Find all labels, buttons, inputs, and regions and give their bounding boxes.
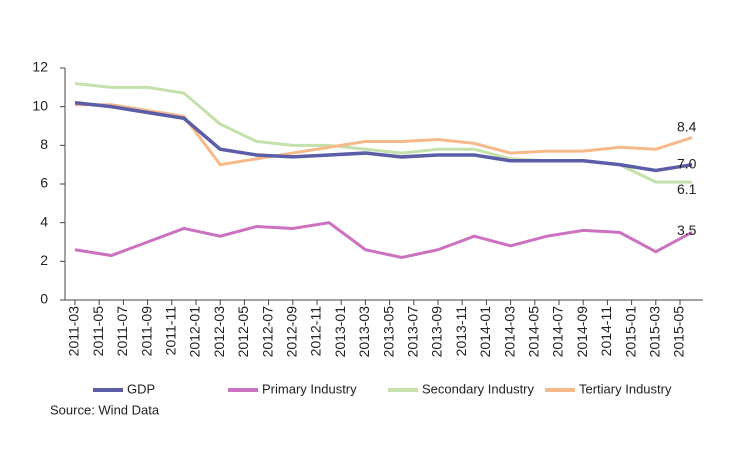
x-tick-label: 2013-05 (380, 306, 396, 358)
source: Source: Wind Data (50, 402, 160, 417)
x-tick-label: 2013-09 (429, 306, 445, 358)
y-tick-label: 8 (40, 136, 48, 152)
x-tick-label: 2012-03 (211, 306, 227, 358)
y-tick-label: 4 (40, 213, 48, 229)
x-tick-label: 2012-11 (308, 306, 324, 357)
x-tick-label: 2014-03 (501, 306, 517, 358)
series-line (74, 81, 693, 184)
x-tick-label: 2012-09 (284, 306, 300, 358)
value-label: 3.5 (677, 222, 697, 238)
y-tick-label: 10 (32, 97, 48, 113)
x-tick-label: 2015-05 (671, 306, 687, 358)
x-tick-label: 2015-01 (622, 306, 638, 358)
series-line (75, 103, 693, 167)
x-tick-label: 2014-11 (598, 306, 614, 357)
y-tick-label: 2 (40, 252, 48, 268)
series-line (74, 101, 693, 173)
y-tick-label: 6 (40, 175, 48, 191)
series-line (74, 221, 693, 260)
legend-label: Primary Industry (262, 381, 357, 396)
x-tick-label: 2013-11 (453, 306, 469, 357)
x-tick-label: 2011-03 (66, 306, 82, 357)
x-tick-label: 2014-09 (574, 306, 590, 358)
x-tick-label: 2012-07 (259, 306, 275, 358)
x-tick-label: 2012-01 (187, 306, 203, 358)
x-tick-label: 2014-01 (477, 306, 493, 358)
x-tick-label: 2011-11 (163, 306, 179, 356)
y-tick-label: 12 (32, 59, 48, 75)
x-tick-label: 2011-09 (138, 306, 154, 357)
x-tick-label: 2011-05 (90, 306, 106, 357)
x-tick-label: 2013-07 (405, 306, 421, 358)
x-tick-label: 2014-07 (550, 306, 566, 358)
value-label: 8.4 (677, 118, 697, 134)
legend-label: GDP (127, 381, 155, 396)
x-tick-label: 2013-01 (332, 306, 348, 358)
y-tick-label: 0 (40, 291, 48, 307)
value-label: 6.1 (677, 181, 697, 197)
value-label: 7.0 (677, 155, 697, 171)
legend-label: Secondary Industry (422, 381, 535, 396)
x-tick-label: 2015-03 (647, 306, 663, 358)
x-tick-label: 2011-07 (114, 306, 130, 357)
x-tick-label: 2014-05 (526, 306, 542, 358)
legend-label: Tertiary Industry (579, 381, 672, 396)
x-tick-label: 2013-03 (356, 306, 372, 358)
x-tick-label: 2012-05 (235, 306, 251, 358)
